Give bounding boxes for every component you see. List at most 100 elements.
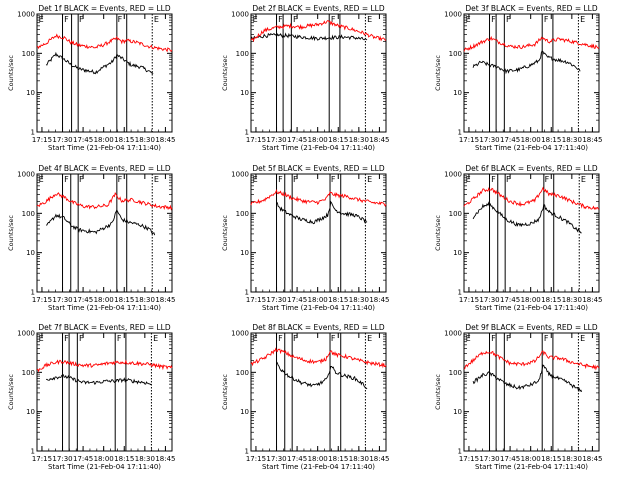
panel-det-1: Det 1f BLACK = Events, RED = LLD 1 10 100 10… bbox=[7, 4, 176, 152]
panel-title: Det 5f BLACK = Events, RED = LLD bbox=[252, 164, 385, 173]
plot-frame bbox=[250, 173, 387, 293]
y-tick-label: 10 bbox=[240, 408, 249, 416]
y-tick-label: 10 bbox=[26, 89, 35, 97]
plot-frame bbox=[250, 332, 387, 452]
series-line-events bbox=[276, 361, 368, 390]
interval-marker-label: E bbox=[39, 334, 44, 343]
y-tick-label: 100 bbox=[236, 369, 249, 377]
y-tick-label: 100 bbox=[449, 210, 462, 218]
y-tick-label: 1000 bbox=[444, 11, 462, 19]
x-tick-label: 18:45 bbox=[582, 136, 602, 144]
x-axis-label: Start Time (21-Feb-04 17:11:40) bbox=[475, 144, 588, 152]
panel-det-7: Det 7f BLACK = Events, RED = LLD 1 10 100 10… bbox=[7, 323, 176, 471]
y-axis-label: Counts/sec bbox=[7, 55, 15, 91]
interval-marker-label: F bbox=[545, 175, 550, 184]
panel-title: Det 3f BLACK = Events, RED = LLD bbox=[465, 4, 598, 13]
y-tick-label: 100 bbox=[22, 369, 35, 377]
y-axis-label: Counts/sec bbox=[434, 55, 442, 91]
interval-marker-label: E bbox=[367, 334, 372, 343]
x-tick-label: 17:45 bbox=[500, 296, 520, 304]
series-line-lld bbox=[463, 186, 599, 211]
interval-marker-label: F bbox=[544, 15, 549, 24]
panel-title: Det 4f BLACK = Events, RED = LLD bbox=[38, 164, 171, 173]
x-tick-label: 18:30 bbox=[349, 136, 369, 144]
panel-title: Det 7f BLACK = Events, RED = LLD bbox=[38, 323, 171, 332]
y-tick-label: 10 bbox=[26, 249, 35, 257]
x-axis-label: Start Time (21-Feb-04 17:11:40) bbox=[262, 463, 375, 471]
y-tick-label: 1000 bbox=[17, 171, 35, 179]
plot-frame bbox=[36, 173, 173, 293]
series-line-events bbox=[45, 51, 154, 75]
x-tick-label: 18:15 bbox=[114, 136, 134, 144]
panel-title: Det 9f BLACK = Events, RED = LLD bbox=[465, 323, 598, 332]
y-tick-label: 100 bbox=[449, 50, 462, 58]
y-tick-label: 10 bbox=[240, 89, 249, 97]
interval-marker-label: F bbox=[506, 334, 511, 343]
x-tick-label: 17:15 bbox=[459, 455, 479, 463]
interval-marker-label: E bbox=[39, 175, 44, 184]
x-tick-label: 17:30 bbox=[52, 296, 72, 304]
interval-marker-label: F bbox=[118, 15, 123, 24]
y-tick-label: 1 bbox=[31, 129, 35, 137]
x-tick-label: 17:30 bbox=[52, 455, 72, 463]
x-tick-label: 17:15 bbox=[32, 296, 52, 304]
x-axis-label: Start Time (21-Feb-04 17:11:40) bbox=[262, 304, 375, 312]
x-tick-label: 18:45 bbox=[155, 455, 175, 463]
interval-marker-label: E bbox=[253, 334, 258, 343]
series-line-events bbox=[45, 209, 156, 236]
x-tick-label: 17:15 bbox=[32, 455, 52, 463]
interval-marker-label: F bbox=[293, 15, 298, 24]
y-tick-label: 10 bbox=[240, 249, 249, 257]
x-tick-label: 17:45 bbox=[73, 296, 93, 304]
interval-marker-label: F bbox=[293, 334, 298, 343]
x-tick-label: 18:45 bbox=[155, 296, 175, 304]
y-axis-label: Counts/sec bbox=[221, 374, 229, 410]
series-line-events bbox=[472, 50, 581, 75]
x-tick-label: 18:15 bbox=[328, 455, 348, 463]
x-tick-label: 18:30 bbox=[135, 136, 155, 144]
x-tick-label: 18:30 bbox=[562, 455, 582, 463]
interval-marker-label: E bbox=[466, 334, 471, 343]
x-tick-label: 17:30 bbox=[266, 455, 286, 463]
plot-frame bbox=[463, 13, 600, 133]
interval-marker-label: F bbox=[79, 334, 84, 343]
x-axis-label: Start Time (21-Feb-04 17:11:40) bbox=[48, 144, 161, 152]
x-tick-label: 18:30 bbox=[562, 136, 582, 144]
x-tick-label: 18:00 bbox=[521, 296, 541, 304]
panel-title: Det 8f BLACK = Events, RED = LLD bbox=[252, 323, 385, 332]
y-tick-label: 10 bbox=[453, 89, 462, 97]
y-tick-label: 1000 bbox=[231, 11, 249, 19]
panel-det-2: Det 2f BLACK = Events, RED = LLD 1 10 100 10… bbox=[221, 4, 390, 152]
x-tick-label: 18:45 bbox=[369, 136, 389, 144]
panel-det-3: Det 3f BLACK = Events, RED = LLD 1 10 100 10… bbox=[434, 4, 603, 152]
x-tick-label: 18:45 bbox=[369, 455, 389, 463]
interval-marker-label: E bbox=[253, 15, 258, 24]
x-tick-label: 18:30 bbox=[349, 455, 369, 463]
x-tick-label: 18:30 bbox=[135, 455, 155, 463]
x-tick-label: 17:15 bbox=[459, 136, 479, 144]
x-tick-label: 17:45 bbox=[73, 455, 93, 463]
panel-title: Det 6f BLACK = Events, RED = LLD bbox=[465, 164, 598, 173]
y-axis-label: Counts/sec bbox=[434, 215, 442, 251]
y-axis-label: Counts/sec bbox=[7, 215, 15, 251]
y-tick-label: 1 bbox=[31, 289, 35, 297]
plot-frame bbox=[250, 13, 387, 133]
interval-marker-label: F bbox=[331, 15, 336, 24]
panel-det-6: Det 6f BLACK = Events, RED = LLD 1 10 100 10… bbox=[434, 164, 603, 312]
y-tick-label: 10 bbox=[453, 249, 462, 257]
y-tick-label: 100 bbox=[236, 210, 249, 218]
series-line-lld bbox=[36, 33, 173, 53]
y-tick-label: 1000 bbox=[231, 171, 249, 179]
x-tick-label: 18:30 bbox=[562, 296, 582, 304]
y-tick-label: 1 bbox=[245, 129, 249, 137]
interval-marker-label: F bbox=[79, 15, 84, 24]
series-line-events bbox=[250, 32, 368, 42]
x-axis-label: Start Time (21-Feb-04 17:11:40) bbox=[475, 304, 588, 312]
interval-marker-label: E bbox=[253, 175, 258, 184]
x-tick-label: 18:15 bbox=[328, 296, 348, 304]
interval-marker-label: F bbox=[331, 334, 336, 343]
x-tick-label: 17:15 bbox=[246, 136, 266, 144]
series-line-events bbox=[472, 364, 583, 393]
